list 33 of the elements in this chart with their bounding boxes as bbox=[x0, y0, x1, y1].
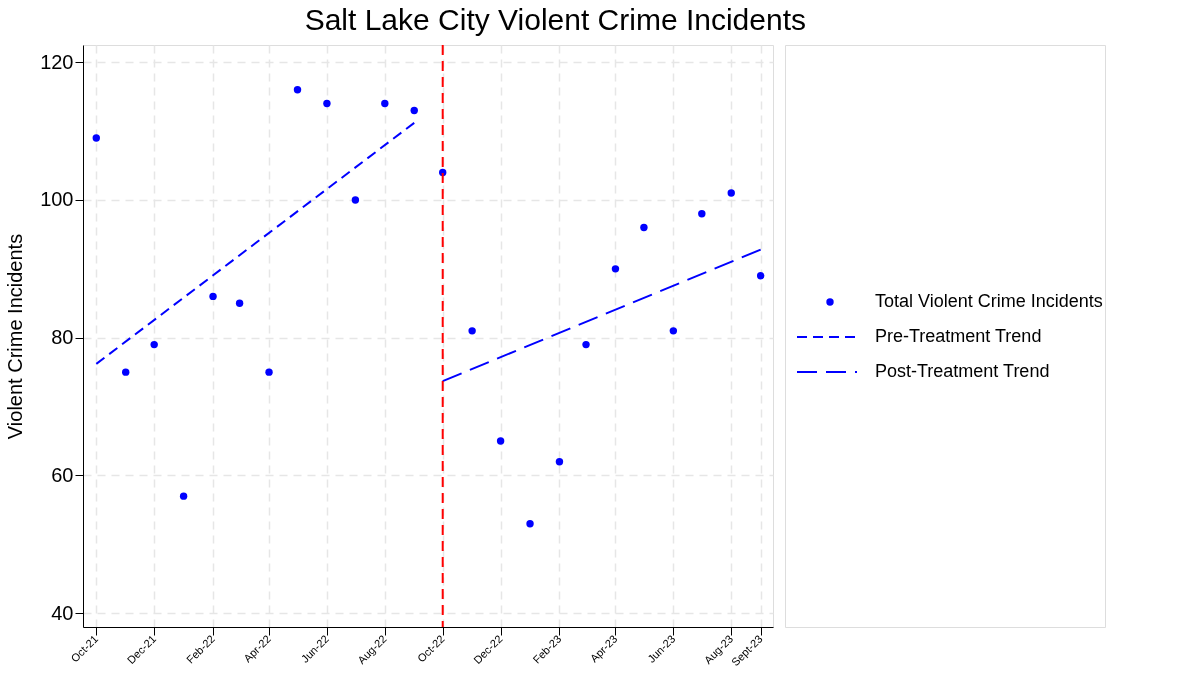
legend-label: Pre-Treatment Trend bbox=[875, 326, 1042, 346]
point bbox=[640, 223, 648, 232]
point bbox=[611, 265, 620, 273]
y-tick-label: 40 bbox=[51, 601, 74, 624]
y-axis-title: Violent Crime Incidents bbox=[4, 233, 27, 440]
point bbox=[179, 492, 188, 500]
legend-label: Total Violent Crime Incidents bbox=[875, 291, 1103, 311]
point bbox=[209, 292, 217, 301]
point bbox=[235, 299, 244, 307]
y-tick-label: 60 bbox=[51, 463, 74, 486]
point bbox=[265, 368, 273, 376]
y-tick-label: 120 bbox=[40, 50, 74, 73]
point bbox=[496, 437, 505, 445]
point bbox=[323, 99, 331, 108]
point bbox=[756, 272, 765, 280]
point bbox=[526, 519, 534, 528]
point bbox=[122, 368, 130, 376]
point bbox=[582, 340, 590, 349]
point bbox=[727, 189, 735, 197]
point bbox=[698, 210, 706, 218]
point bbox=[669, 327, 678, 335]
point bbox=[381, 99, 389, 108]
y-tick-label: 80 bbox=[51, 326, 74, 349]
y-tick-label: 100 bbox=[40, 188, 74, 211]
point bbox=[555, 458, 564, 466]
point bbox=[92, 134, 100, 142]
legend-label: Post-Treatment Trend bbox=[875, 361, 1050, 381]
point bbox=[293, 86, 302, 94]
point bbox=[468, 327, 476, 335]
point bbox=[351, 196, 360, 204]
point bbox=[410, 106, 418, 115]
chart-title: Salt Lake City Violent Crime Incidents bbox=[304, 2, 806, 36]
point bbox=[150, 340, 158, 349]
